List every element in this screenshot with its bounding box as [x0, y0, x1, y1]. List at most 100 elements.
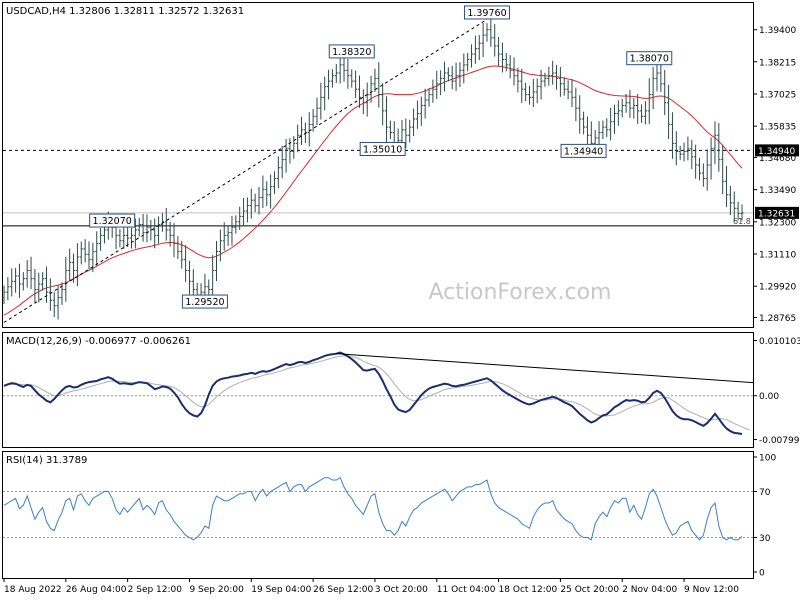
moving-average-line	[3, 65, 743, 316]
price-bar	[697, 157, 702, 181]
macd-signal-line	[3, 355, 750, 431]
price-bar	[473, 35, 477, 64]
current-price-label: 1.32631	[758, 209, 795, 219]
price-bar	[609, 107, 613, 141]
price-bar	[520, 68, 524, 104]
price-bar	[357, 75, 362, 108]
price-bar	[500, 42, 505, 73]
price-bar	[605, 118, 609, 138]
price-bar	[180, 241, 184, 269]
price-bar	[701, 163, 705, 187]
price-bar	[632, 98, 636, 119]
price-bar	[496, 37, 501, 67]
price-bar	[442, 61, 447, 92]
price-bar	[628, 89, 632, 118]
price-bar	[651, 67, 655, 110]
x-tick-label: 26 Aug 04:00	[66, 585, 127, 595]
price-bar	[164, 208, 168, 241]
price-bar	[690, 139, 694, 170]
price-bar	[384, 96, 389, 144]
price-callout: 1.38320	[328, 44, 375, 59]
price-bar	[25, 259, 29, 288]
price-bar	[624, 93, 628, 113]
price-bar	[558, 67, 562, 97]
price-bar	[168, 221, 172, 247]
price-bar	[64, 256, 68, 302]
price-bar	[469, 44, 474, 68]
price-bar	[481, 22, 485, 58]
price-bar	[717, 123, 721, 172]
price-bar	[280, 145, 284, 179]
price-bar	[713, 121, 717, 165]
price-bar	[52, 292, 56, 318]
price-bar	[184, 245, 188, 282]
price-bar	[508, 55, 512, 79]
price-bar	[485, 23, 489, 42]
price-tick-label: 1.29920	[759, 283, 796, 293]
price-bar	[740, 204, 744, 221]
price-callout-box	[328, 44, 375, 59]
price-bar	[265, 181, 269, 207]
price-bar	[666, 84, 671, 140]
price-bar	[547, 66, 551, 86]
rsi-tick-label: 0	[759, 569, 765, 579]
price-callout-box	[181, 294, 228, 309]
price-bar	[156, 216, 161, 244]
price-bar	[133, 218, 137, 249]
price-bar	[257, 186, 261, 215]
price-bar	[98, 228, 103, 251]
price-bar	[87, 241, 91, 270]
price-bar	[373, 68, 377, 92]
price-tick-label: 1.38215	[759, 58, 796, 68]
price-bar	[83, 239, 87, 263]
macd-trend-line	[336, 353, 754, 384]
price-bar	[636, 94, 640, 124]
price-bar	[732, 191, 736, 222]
price-tick-label: 1.37025	[759, 90, 796, 100]
price-callout-box	[560, 143, 607, 158]
rsi-tick-label: 100	[759, 454, 776, 464]
price-bar	[581, 111, 586, 135]
price-bar	[214, 241, 219, 282]
price-bar	[682, 142, 686, 162]
price-bar	[721, 144, 725, 195]
price-callout: 1.39760	[463, 5, 510, 20]
price-bar	[655, 61, 659, 92]
x-tick-label: 18 Aug 2022	[4, 585, 62, 595]
price-bar	[137, 218, 141, 237]
price-bar	[37, 272, 41, 303]
price-bar	[326, 69, 331, 100]
price-bar	[48, 278, 52, 311]
price-bar	[527, 85, 532, 105]
x-tick-label: 18 Oct 12:00	[499, 585, 558, 595]
price-callout-label: 1.35010	[363, 144, 402, 155]
price-bar	[686, 136, 690, 161]
price-bar	[56, 285, 60, 320]
level-price-box	[755, 144, 799, 157]
price-bar	[388, 120, 392, 140]
price-bar	[423, 88, 427, 119]
price-callout: 1.29520	[181, 294, 228, 309]
price-bar	[724, 165, 729, 207]
x-tick-label: 9 Nov 12:00	[684, 585, 739, 595]
price-bar	[504, 52, 508, 72]
price-bar	[330, 69, 335, 88]
price-bar	[79, 241, 83, 265]
price-bar	[272, 171, 277, 194]
price-bar	[292, 136, 296, 159]
price-callout-label: 1.29520	[185, 297, 224, 308]
price-bar	[446, 67, 450, 82]
price-bar	[493, 24, 497, 57]
price-bar	[253, 193, 257, 213]
price-tick-label: 1.32300	[759, 218, 796, 228]
rsi-panel-frame	[2, 451, 754, 579]
price-tick-label: 1.31110	[759, 251, 796, 261]
chart-header: USDCAD,H4 1.32806 1.32811 1.32572 1.3263…	[6, 6, 244, 17]
price-bar	[531, 78, 535, 108]
price-bar	[75, 243, 80, 286]
price-bar	[71, 253, 76, 283]
price-tick-label: 1.33490	[759, 186, 796, 196]
price-bar	[551, 60, 555, 85]
price-bar	[238, 206, 242, 230]
price-bar	[176, 236, 180, 259]
